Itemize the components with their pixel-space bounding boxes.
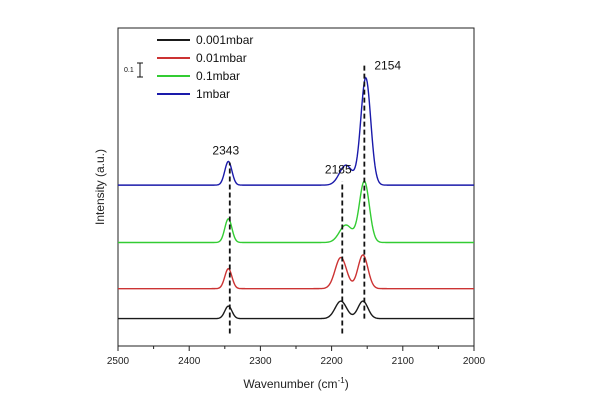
x-axis-title-close: ) bbox=[345, 377, 349, 391]
series-line bbox=[118, 254, 474, 290]
x-axis-title: Wavenumber (cm-1) bbox=[243, 376, 348, 391]
scale-bar: 0.1 bbox=[124, 62, 143, 78]
legend-label: 0.1mbar bbox=[196, 69, 240, 83]
series-line bbox=[118, 300, 474, 320]
x-axis-ticks: 2500 2400 2300 2200 2100 2000 bbox=[107, 346, 486, 367]
x-tick-label: 2400 bbox=[178, 356, 201, 367]
legend-label: 0.01mbar bbox=[196, 51, 247, 65]
scale-bar-label: 0.1 bbox=[124, 67, 134, 74]
peak-label: 2343 bbox=[212, 144, 239, 158]
series-line bbox=[118, 76, 474, 186]
x-tick-label: 2000 bbox=[463, 356, 486, 367]
x-tick-label: 2500 bbox=[107, 356, 130, 367]
peak-label: 2154 bbox=[374, 58, 401, 72]
series-line bbox=[118, 180, 474, 244]
legend-label: 1mbar bbox=[196, 87, 230, 101]
series-layer bbox=[118, 76, 474, 320]
legend-label: 0.001mbar bbox=[196, 33, 253, 47]
peak-label: 2185 bbox=[325, 162, 352, 176]
annotation-layer: 2343 2185 2154 bbox=[212, 58, 401, 334]
x-axis-title-main: Wavenumber (cm bbox=[243, 377, 337, 391]
x-axis-title-superscript: -1 bbox=[338, 376, 346, 385]
y-axis-title: Intensity (a.u.) bbox=[93, 149, 107, 225]
x-tick-label: 2300 bbox=[249, 356, 272, 367]
x-tick-label: 2100 bbox=[392, 356, 415, 367]
x-tick-label: 2200 bbox=[320, 356, 343, 367]
legend: 0.001mbar 0.01mbar 0.1mbar 1mbar bbox=[157, 33, 253, 101]
